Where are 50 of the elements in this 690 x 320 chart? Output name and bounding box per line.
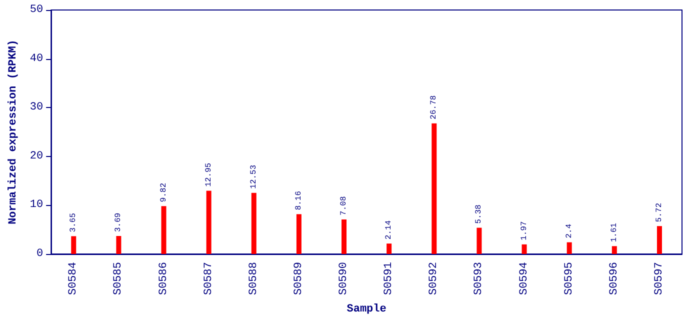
data-label: 8.16 [294,190,304,210]
bar [161,206,166,254]
x-tick-label: S0597 [653,262,666,296]
y-tick-label: 20 [30,150,44,162]
x-tick-label: S0592 [428,262,440,296]
y-axis-title: Normalized expression (RPKM) [8,40,20,224]
y-tick-label: 50 [30,4,44,16]
y-tick-label: 40 [30,52,44,65]
x-axis-title: Sample [346,304,387,316]
bar [612,246,617,254]
bar [566,242,572,254]
x-tick-label: S0588 [248,262,260,296]
bar [71,236,76,254]
data-label: 1.97 [520,220,529,240]
x-tick-label: S0591 [383,262,396,296]
bar [522,244,527,254]
x-tick-label: S0585 [112,262,125,296]
data-label: 26.78 [430,95,439,120]
bar [206,190,212,254]
x-tick-label: S0590 [338,262,350,296]
x-tick-label: S0584 [68,262,80,296]
y-tick-label: 0 [36,248,44,260]
bar [476,228,482,254]
data-label: 7.08 [340,196,349,216]
bar [386,244,392,254]
data-label: 9.82 [159,182,168,202]
data-label: 1.61 [610,222,619,242]
y-tick-label: 30 [30,102,44,114]
bar [432,123,437,254]
x-tick-label: S0589 [292,262,305,296]
x-tick-label: S0587 [202,262,215,296]
data-label: 3.65 [69,212,78,232]
data-label: 2.14 [384,220,394,240]
x-tick-label: S0595 [563,262,576,296]
data-label: 2.4 [564,224,574,238]
data-label: 5.72 [654,202,664,222]
bar [656,226,662,254]
bar [342,219,347,254]
x-tick-label: S0596 [608,262,620,296]
x-tick-label: S0586 [158,262,170,296]
data-label: 3.69 [114,212,124,232]
y-tick-label: 10 [30,199,44,212]
data-label: 12.95 [204,162,214,187]
bar [251,192,256,254]
bar [116,236,122,254]
x-tick-label: S0594 [518,262,530,296]
x-tick-label: S0593 [473,262,486,296]
data-label: 12.53 [249,164,258,189]
data-label: 5.38 [474,204,484,224]
bar [296,214,302,254]
